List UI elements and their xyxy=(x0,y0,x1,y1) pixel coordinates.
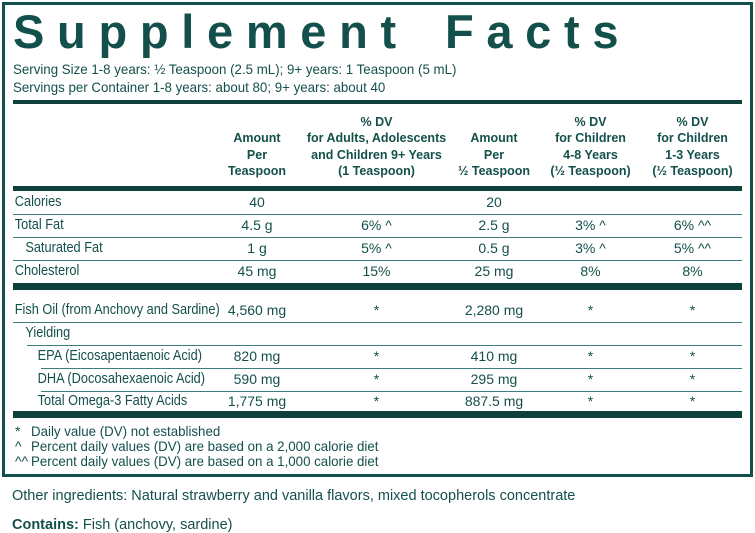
footnote-2000-calorie: ^ Percent daily values (DV) are based on… xyxy=(13,437,742,454)
footnote-text: Percent daily values (DV) are based on a… xyxy=(31,452,379,469)
value-cell: 5% ^ xyxy=(361,240,392,257)
value-cell: * xyxy=(373,348,380,365)
table-row-cholesterol: Cholesterol 45 mg 15% 25 mg 8% 8% xyxy=(13,259,742,283)
nutrient-name: Total Omega-3 Fatty Acids xyxy=(37,392,188,409)
value-cell: 6% ^^ xyxy=(673,217,712,234)
value-cell: 1 g xyxy=(247,240,267,257)
footnote-symbol: ^ xyxy=(15,437,22,454)
value-cell: 20 xyxy=(486,194,502,211)
value-cell: 3% ^ xyxy=(575,217,606,234)
table-row-fish-oil: Fish Oil (from Anchovy and Sardine) 4,56… xyxy=(13,290,742,322)
value-cell: * xyxy=(373,301,380,318)
value-cell: 25 mg xyxy=(474,263,514,280)
contains-value: Fish (anchovy, sardine) xyxy=(82,516,233,533)
serving-size-line: Serving Size 1-8 years: ½ Teaspoon (2.5 … xyxy=(13,60,457,77)
contains-label: Contains: xyxy=(12,516,79,533)
value-cell: 4,560 mg xyxy=(227,301,287,318)
nutrient-name: Saturated Fat xyxy=(25,240,103,257)
nutrient-name: Calories xyxy=(14,194,62,211)
value-cell: * xyxy=(373,371,380,388)
value-cell: 410 mg xyxy=(470,348,518,365)
section-divider xyxy=(13,185,742,191)
table-row-epa: EPA (Eicosapentaenoic Acid) 820 mg * 410… xyxy=(13,344,742,368)
section-divider xyxy=(13,410,742,418)
value-cell: 15% xyxy=(362,263,391,280)
table-row-calories: Calories 40 20 xyxy=(13,191,742,214)
footnote-dv-not-established: * Daily value (DV) not established xyxy=(13,422,742,439)
value-cell: 590 mg xyxy=(233,371,281,388)
footnote-symbol: ^^ xyxy=(15,452,29,469)
contains-statement: Contains: Fish (anchovy, sardine) xyxy=(12,517,755,533)
column-header-dv-children-1-3: % DV for Children 1-3 Years (½ Teaspoon) xyxy=(652,114,733,179)
value-cell: * xyxy=(587,371,594,388)
table-row-dha: DHA (Docosahexaenoic Acid) 590 mg * 295 … xyxy=(13,367,742,391)
value-cell: * xyxy=(689,392,696,409)
table-row-saturated-fat: Saturated Fat 1 g 5% ^ 0.5 g 3% ^ 5% ^^ xyxy=(13,236,742,260)
value-cell: * xyxy=(689,348,696,365)
table-row-yielding: Yielding xyxy=(13,321,742,345)
value-cell: 2,280 mg xyxy=(464,301,524,318)
table-row-total-omega-3: Total Omega-3 Fatty Acids 1,775 mg * 887… xyxy=(13,390,742,411)
panel-title: Supplement Facts xyxy=(13,5,632,58)
value-cell: * xyxy=(587,301,594,318)
footnote-1000-calorie: ^^ Percent daily values (DV) are based o… xyxy=(13,452,742,469)
value-cell: 1,775 mg xyxy=(227,392,287,409)
table-row-total-fat: Total Fat 4.5 g 6% ^ 2.5 g 3% ^ 6% ^^ xyxy=(13,213,742,237)
value-cell: 40 xyxy=(249,194,265,211)
value-cell: * xyxy=(587,348,594,365)
footnote-symbol: * xyxy=(15,422,21,439)
value-cell: * xyxy=(689,371,696,388)
nutrient-name: Cholesterol xyxy=(14,263,80,280)
value-cell: 2.5 g xyxy=(478,217,510,234)
supplement-facts-panel: Supplement Facts Serving Size 1-8 years:… xyxy=(2,2,753,477)
value-cell: * xyxy=(373,392,380,409)
column-header-dv-children-4-8: % DV for Children 4-8 Years (½ Teaspoon) xyxy=(550,114,631,179)
column-header-dv-adults: % DV for Adults, Adolescents and Childre… xyxy=(306,114,447,179)
nutrient-name: Fish Oil (from Anchovy and Sardine) xyxy=(14,301,220,318)
table-header: Amount Per Teaspoon % DV for Adults, Ado… xyxy=(13,104,742,186)
value-cell: 45 mg xyxy=(237,263,277,280)
footnote-text: Percent daily values (DV) are based on a… xyxy=(31,437,379,454)
value-cell: 8% xyxy=(580,263,601,280)
value-cell: 887.5 mg xyxy=(464,392,524,409)
footnote-text: Daily value (DV) not established xyxy=(31,422,221,439)
nutrient-name: DHA (Docosahexaenoic Acid) xyxy=(37,371,206,388)
section-divider xyxy=(13,282,742,290)
section-divider xyxy=(13,99,742,104)
footnotes: * Daily value (DV) not established ^ Per… xyxy=(13,418,742,469)
nutrient-name: Yielding xyxy=(25,325,71,342)
value-cell: 0.5 g xyxy=(478,240,510,257)
value-cell: 4.5 g xyxy=(241,217,273,234)
other-ingredients: Other ingredients: Natural strawberry an… xyxy=(12,487,576,504)
value-cell: * xyxy=(689,301,696,318)
column-header-amount-teaspoon: Amount Per Teaspoon xyxy=(227,131,287,179)
value-cell: 8% xyxy=(682,263,703,280)
servings-per-container-line: Servings per Container 1-8 years: about … xyxy=(13,78,386,95)
value-cell: 820 mg xyxy=(233,348,281,365)
nutrient-name: Total Fat xyxy=(14,217,64,234)
value-cell: * xyxy=(587,392,594,409)
nutrient-name: EPA (Eicosapentaenoic Acid) xyxy=(37,348,202,365)
value-cell: 3% ^ xyxy=(575,240,606,257)
value-cell: 295 mg xyxy=(470,371,518,388)
column-header-amount-half-teaspoon: Amount Per ½ Teaspoon xyxy=(457,131,530,179)
value-cell: 5% ^^ xyxy=(673,240,712,257)
value-cell: 6% ^ xyxy=(361,217,392,234)
